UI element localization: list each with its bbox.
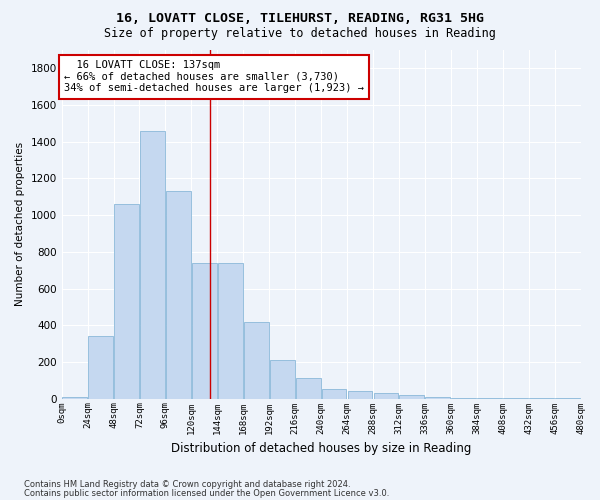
Bar: [62, 397, 87, 398]
Y-axis label: Number of detached properties: Number of detached properties: [15, 142, 25, 306]
Bar: [192, 263, 217, 398]
Bar: [244, 322, 269, 398]
Text: 16 LOVATT CLOSE: 137sqm
← 66% of detached houses are smaller (3,730)
34% of semi: 16 LOVATT CLOSE: 137sqm ← 66% of detache…: [64, 60, 364, 94]
Bar: [347, 392, 373, 398]
Bar: [218, 263, 243, 398]
Bar: [296, 378, 320, 398]
Bar: [114, 204, 139, 398]
Bar: [425, 397, 450, 398]
Text: Contains HM Land Registry data © Crown copyright and database right 2024.: Contains HM Land Registry data © Crown c…: [24, 480, 350, 489]
Bar: [270, 360, 295, 399]
Text: Size of property relative to detached houses in Reading: Size of property relative to detached ho…: [104, 28, 496, 40]
Bar: [88, 336, 113, 398]
Bar: [140, 130, 165, 398]
X-axis label: Distribution of detached houses by size in Reading: Distribution of detached houses by size …: [171, 442, 471, 455]
Bar: [400, 395, 424, 398]
Text: 16, LOVATT CLOSE, TILEHURST, READING, RG31 5HG: 16, LOVATT CLOSE, TILEHURST, READING, RG…: [116, 12, 484, 26]
Bar: [322, 390, 346, 398]
Bar: [166, 192, 191, 398]
Text: Contains public sector information licensed under the Open Government Licence v3: Contains public sector information licen…: [24, 488, 389, 498]
Bar: [374, 393, 398, 398]
